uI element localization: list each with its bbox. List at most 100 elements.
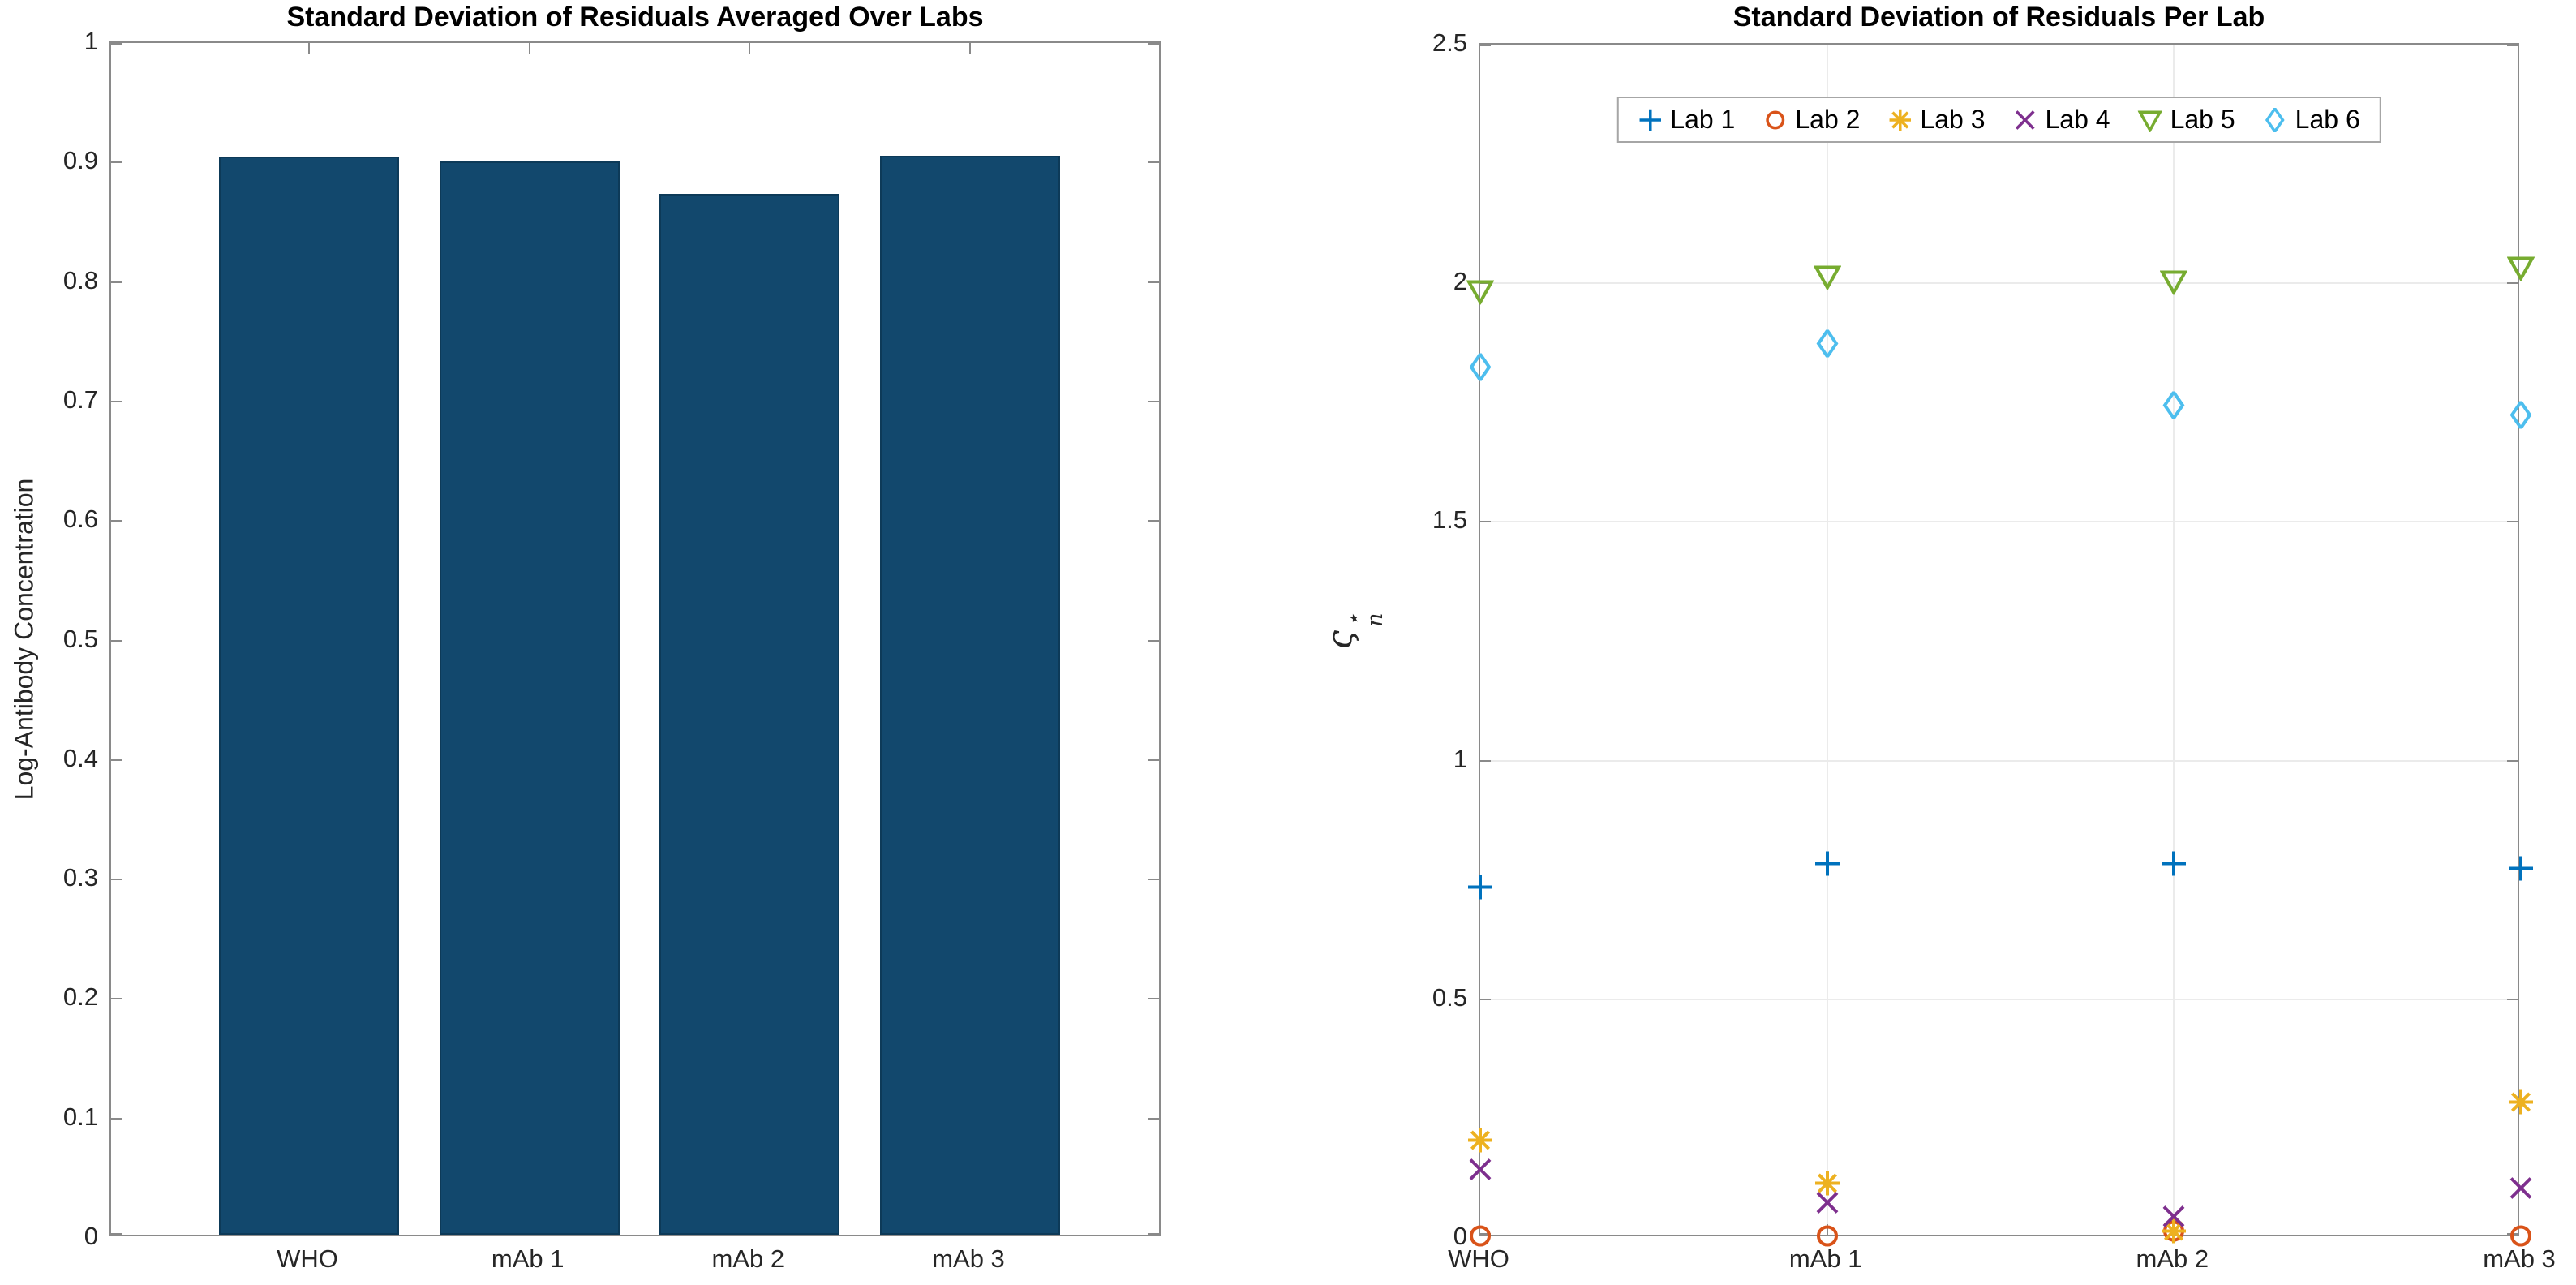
- marker-lab4-who: [1466, 1155, 1494, 1187]
- marker-lab1-mab1: [1814, 850, 1841, 882]
- marker-lab2-who: [1466, 1223, 1494, 1254]
- y-tick-mark-right: [1148, 161, 1159, 164]
- x-tick-mark: [969, 43, 971, 54]
- legend-item-lab1: Lab 1: [1638, 105, 1735, 135]
- y-tick-mark-right: [2507, 759, 2518, 762]
- marker-lab3-mab1: [1814, 1170, 1841, 1201]
- marker-lab5-mab2: [2159, 268, 2188, 299]
- right-chart-title: Standard Deviation of Residuals Per Lab: [1732, 2, 2265, 32]
- y-tick-label: 0.5: [62, 624, 98, 653]
- y-tick-mark: [111, 998, 122, 1000]
- marker-lab3-mab2: [2160, 1218, 2187, 1249]
- asterisk-marker-icon: [1887, 108, 1912, 132]
- y-tick-label: 0.3: [62, 863, 98, 892]
- y-tick-label: 0: [84, 1222, 98, 1250]
- marker-lab6-mab1: [1814, 327, 1841, 361]
- y-tick-label: 1.5: [1432, 505, 1467, 535]
- legend-label: Lab 4: [2045, 105, 2110, 134]
- diamond-marker-icon: [2263, 107, 2287, 132]
- marker-lab6-mab2: [2160, 389, 2187, 423]
- ylabel-base-symbol: ς: [1320, 630, 1359, 650]
- marker-lab1-mab2: [2160, 850, 2187, 882]
- bar-who: [219, 157, 399, 1235]
- y-tick-label: 0.2: [62, 982, 98, 1012]
- y-tick-mark: [1480, 998, 1491, 1000]
- bar-mab1: [439, 161, 620, 1235]
- y-tick-mark: [111, 1117, 122, 1120]
- legend: Lab 1 Lab 2 Lab 3 Lab 4 Lab 5 Lab 6: [1616, 97, 2381, 143]
- y-tick-mark-right: [1148, 1233, 1159, 1235]
- y-tick-label: 0.1: [62, 1102, 98, 1131]
- y-tick-mark-right: [1148, 759, 1159, 761]
- x-tick-label: mAb 3: [932, 1244, 1005, 1273]
- x-tick-mark: [1826, 1224, 1828, 1235]
- scatter-plot-area: Lab 1 Lab 2 Lab 3 Lab 4 Lab 5 Lab 6: [1466, 43, 2535, 1247]
- y-tick-mark-right: [1148, 400, 1159, 402]
- circle-marker-icon: [1762, 108, 1787, 132]
- legend-item-lab6: Lab 6: [2263, 105, 2360, 135]
- y-tick-mark-right: [1148, 43, 1159, 45]
- y-tick-mark-right: [1148, 281, 1159, 283]
- legend-item-lab4: Lab 4: [2013, 105, 2110, 135]
- y-tick-mark: [1480, 45, 1491, 46]
- h-gridline: [1480, 998, 2518, 1000]
- x-marker-icon: [2013, 108, 2037, 132]
- marker-lab5-mab1: [1813, 263, 1842, 294]
- marker-lab2-mab1: [1814, 1223, 1841, 1254]
- marker-lab1-who: [1466, 874, 1494, 905]
- v-gridline: [2173, 45, 2175, 1235]
- y-tick-label: 1: [1453, 744, 1467, 773]
- legend-label: Lab 6: [2295, 105, 2360, 134]
- marker-lab5-mab3: [2506, 253, 2535, 285]
- legend-item-lab2: Lab 2: [1762, 105, 1860, 135]
- bar-mab3: [880, 155, 1060, 1235]
- y-tick-label: 0.8: [62, 265, 98, 294]
- triangle-down-marker-icon: [2137, 108, 2162, 132]
- y-tick-mark: [111, 520, 122, 522]
- marker-lab4-mab2: [2160, 1203, 2187, 1235]
- x-tick-label: WHO: [277, 1244, 338, 1273]
- y-tick-mark-right: [2507, 998, 2518, 1000]
- y-tick-mark-right: [2507, 45, 2518, 46]
- x-tick-label: WHO: [1448, 1244, 1509, 1273]
- y-tick-label: 0.9: [62, 146, 98, 175]
- marker-lab6-who: [1466, 351, 1494, 385]
- x-tick-label: mAb 1: [1788, 1244, 1862, 1273]
- x-tick-mark: [749, 43, 751, 54]
- y-tick-mark-right: [1148, 879, 1159, 881]
- marker-lab6-mab3: [2507, 398, 2535, 432]
- bar-mab2: [659, 194, 840, 1235]
- bar-plot-area: [109, 41, 1161, 1236]
- y-tick-label: 2.5: [1432, 28, 1467, 57]
- y-tick-mark-right: [2507, 521, 2518, 523]
- v-gridline: [1826, 45, 1828, 1235]
- y-tick-label: 0.7: [62, 385, 98, 414]
- legend-label: Lab 2: [1795, 105, 1861, 134]
- x-tick-label: mAb 2: [711, 1244, 785, 1273]
- x-tick-label: mAb 3: [2483, 1244, 2556, 1273]
- marker-lab2-mab3: [2507, 1223, 2535, 1254]
- y-tick-label: 0.6: [62, 505, 98, 534]
- x-tick-label: mAb 1: [491, 1244, 565, 1273]
- y-tick-mark: [111, 400, 122, 402]
- y-tick-mark: [1480, 521, 1491, 523]
- y-tick-mark: [111, 639, 122, 642]
- marker-lab1-mab3: [2507, 854, 2535, 886]
- marker-lab4-mab1: [1814, 1188, 1841, 1220]
- y-tick-mark: [111, 43, 122, 45]
- y-tick-mark-right: [2507, 282, 2518, 285]
- y-tick-mark: [111, 1233, 122, 1235]
- x-tick-label: mAb 2: [2136, 1244, 2209, 1273]
- y-tick-label: 0.4: [62, 743, 98, 772]
- y-tick-mark: [111, 879, 122, 881]
- right-chart-ylabel: ς ⋆ n: [1320, 612, 1388, 650]
- y-tick-label: 1: [84, 27, 98, 55]
- marker-lab3-who: [1466, 1127, 1494, 1158]
- legend-label: Lab 1: [1670, 105, 1736, 134]
- h-gridline: [1480, 282, 2518, 285]
- y-tick-label: 2: [1453, 267, 1467, 296]
- ylabel-subscript: n: [1363, 612, 1388, 627]
- legend-label: Lab 5: [2170, 105, 2235, 134]
- marker-lab3-mab3: [2507, 1089, 2535, 1120]
